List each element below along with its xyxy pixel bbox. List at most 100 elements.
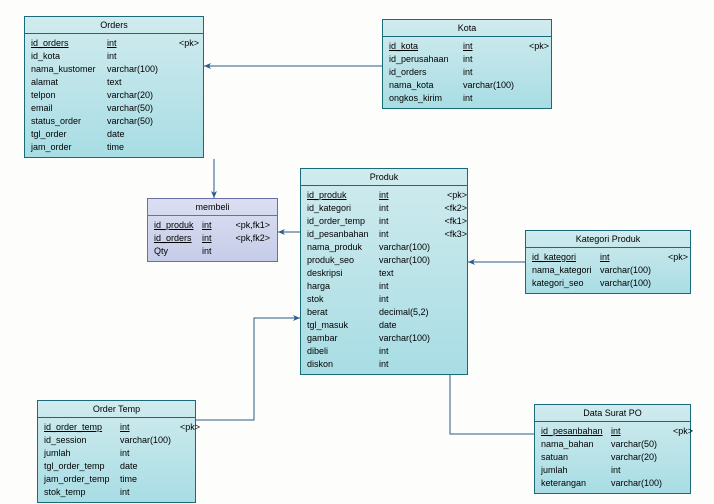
attr-type: varchar(100) (120, 434, 180, 447)
attr-type: int (379, 280, 443, 293)
attr-key (443, 306, 467, 319)
attribute-row: id_produkint<pk,fk1> (154, 219, 271, 232)
attr-type: int (463, 92, 529, 105)
attribute-row: id_produkint<pk> (307, 189, 461, 202)
attr-key (529, 79, 549, 92)
attr-name: nama_produk (307, 241, 379, 254)
attr-type: int (600, 251, 666, 264)
attr-type: varchar(100) (600, 277, 666, 290)
attribute-row: telponvarchar(20) (31, 89, 197, 102)
attr-key (180, 434, 194, 447)
attr-key (443, 332, 467, 345)
attr-key (173, 63, 199, 76)
attribute-row: tgl_masukdate (307, 319, 461, 332)
attr-name: status_order (31, 115, 107, 128)
attr-type: varchar(20) (611, 451, 673, 464)
attr-name: id_kategori (532, 251, 600, 264)
attr-name: keterangan (541, 477, 611, 490)
attr-name: produk_seo (307, 254, 379, 267)
attr-key: <pk> (173, 37, 199, 50)
attr-key (673, 438, 689, 451)
attr-type: int (463, 66, 529, 79)
attribute-row: kategori_seovarchar(100) (532, 277, 684, 290)
attr-name: jam_order_temp (44, 473, 120, 486)
attr-key (529, 66, 549, 79)
attr-name: id_order_temp (44, 421, 120, 434)
entity-kota: Kotaid_kotaint<pk>id_perusahaanintid_ord… (382, 19, 552, 109)
attribute-row: nama_produkvarchar(100) (307, 241, 461, 254)
attr-name: nama_kota (389, 79, 463, 92)
attr-name: jumlah (44, 447, 120, 460)
attr-name: id_kategori (307, 202, 379, 215)
attribute-row: ongkos_kirimint (389, 92, 545, 105)
attr-name: ongkos_kirim (389, 92, 463, 105)
attr-key (173, 115, 199, 128)
attr-name: email (31, 102, 107, 115)
attr-name: nama_bahan (541, 438, 611, 451)
attribute-row: nama_bahanvarchar(50) (541, 438, 684, 451)
attr-key: <pk> (666, 251, 688, 264)
entity-title: Produk (301, 169, 467, 186)
attr-name: nama_kategori (532, 264, 600, 277)
attr-key (529, 53, 549, 66)
attr-key: <pk> (443, 189, 467, 202)
entity-title: Data Surat PO (535, 405, 690, 422)
attr-type: int (379, 345, 443, 358)
attribute-row: emailvarchar(50) (31, 102, 197, 115)
attribute-row: alamattext (31, 76, 197, 89)
attr-name: id_perusahaan (389, 53, 463, 66)
attr-name: gambar (307, 332, 379, 345)
attr-key (666, 264, 688, 277)
attr-type: int (611, 464, 673, 477)
attr-name: kategori_seo (532, 277, 600, 290)
attr-name: satuan (541, 451, 611, 464)
attr-name: stok_temp (44, 486, 120, 499)
attr-name: nama_kustomer (31, 63, 107, 76)
entity-title: membeli (148, 199, 277, 216)
attr-key (443, 319, 467, 332)
attr-key: <pk> (529, 40, 549, 53)
attribute-row: gambarvarchar(100) (307, 332, 461, 345)
attr-type: int (379, 215, 443, 228)
attr-key (173, 128, 199, 141)
attribute-row: id_order_tempint<fk1> (307, 215, 461, 228)
attribute-row: jumlahint (541, 464, 684, 477)
attr-type: date (379, 319, 443, 332)
attr-type: int (120, 486, 180, 499)
attr-key: <pk> (673, 425, 689, 438)
attr-name: tgl_masuk (307, 319, 379, 332)
attribute-row: id_ordersint (389, 66, 545, 79)
entity-body: id_pesanbahanint<pk>nama_bahanvarchar(50… (535, 422, 690, 493)
attr-type: int (463, 53, 529, 66)
attr-key (443, 241, 467, 254)
attr-type: int (379, 228, 443, 241)
attr-name: jam_order (31, 141, 107, 154)
attr-name: id_orders (389, 66, 463, 79)
attr-key (673, 464, 689, 477)
attr-name: stok (307, 293, 379, 306)
attr-key (173, 102, 199, 115)
attr-name: dibeli (307, 345, 379, 358)
attr-name: id_orders (154, 232, 202, 245)
attr-key (173, 50, 199, 63)
attribute-row: id_pesanbahanint<fk3> (307, 228, 461, 241)
attr-type: text (107, 76, 173, 89)
entity-title: Kota (383, 20, 551, 37)
attr-key: <fk3> (443, 228, 467, 241)
attr-key (180, 486, 194, 499)
attribute-row: tgl_orderdate (31, 128, 197, 141)
attr-type: varchar(100) (379, 241, 443, 254)
attr-type: int (611, 425, 673, 438)
attr-key (443, 254, 467, 267)
attr-type: varchar(100) (600, 264, 666, 277)
attr-type: int (463, 40, 529, 53)
attr-type: int (107, 37, 173, 50)
attr-type: int (202, 232, 224, 245)
attr-key (666, 277, 688, 290)
attr-key (673, 477, 689, 490)
attribute-row: id_kotaint<pk> (389, 40, 545, 53)
attribute-row: tgl_order_tempdate (44, 460, 189, 473)
connector-ordertemp-produk (196, 318, 300, 420)
attribute-row: jam_order_temptime (44, 473, 189, 486)
attribute-row: nama_kustomervarchar(100) (31, 63, 197, 76)
